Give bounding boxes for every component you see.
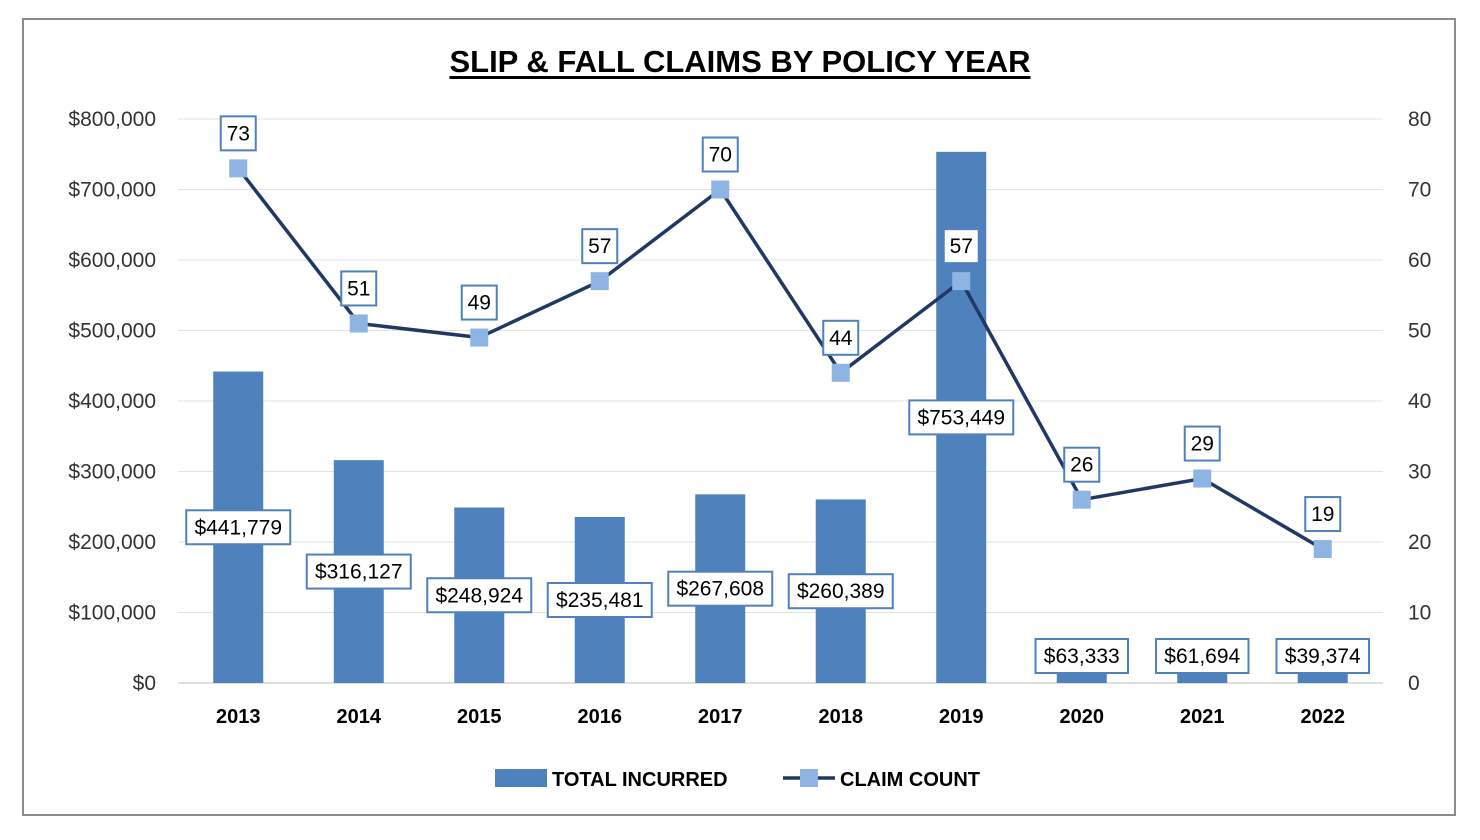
bar-data-label: $248,924: [435, 584, 523, 607]
bar-data-label-box: [426, 577, 533, 614]
y-right-tick-label: 40: [1408, 390, 1431, 413]
x-tick-label: 2021: [1180, 706, 1225, 728]
bar-data-label: $753,449: [917, 406, 1005, 429]
legend-swatch-bars: [495, 769, 547, 787]
y-right-tick-label: 80: [1408, 108, 1431, 131]
line-data-label: 57: [588, 235, 611, 258]
y-right-tick-label: 20: [1408, 531, 1431, 554]
x-tick-label: 2014: [337, 706, 382, 728]
legend-label-line: CLAIM COUNT: [840, 769, 980, 791]
y-right-tick-label: 60: [1408, 249, 1431, 272]
line-marker: [470, 328, 489, 347]
line-marker: [952, 272, 971, 291]
line-data-label: 70: [709, 144, 732, 167]
y-left-tick-label: $600,000: [68, 249, 156, 272]
line-marker: [831, 363, 850, 382]
line-data-label-box: [340, 270, 378, 307]
claim-count-line: [236, 167, 1324, 551]
bar-data-label: $260,389: [797, 580, 885, 603]
bar-data-label: $61,694: [1164, 645, 1240, 668]
bar-data-label-box: [908, 399, 1015, 436]
line-marker: [349, 314, 368, 333]
line-data-label-box: [1304, 496, 1342, 533]
line-marker: [1313, 540, 1332, 559]
y-right-tick-label: 0: [1408, 672, 1420, 695]
y-left-tick-label: $200,000: [68, 531, 156, 554]
x-tick-label: 2015: [457, 706, 502, 728]
bar-data-label-box: [546, 581, 653, 618]
line-data-label: 26: [1070, 454, 1093, 477]
y-left-tick-label: $300,000: [68, 461, 156, 484]
line-data-label-box: [581, 228, 619, 265]
y-left-tick-label: $700,000: [68, 179, 156, 202]
bar-data-label: $267,608: [676, 578, 764, 601]
line-marker: [1193, 469, 1212, 488]
bar-data-label-box: [787, 573, 894, 610]
chart-title: SLIP & FALL CLAIMS BY POLICY YEAR: [0, 44, 1480, 80]
line-data-label: 29: [1191, 433, 1214, 456]
line-marker: [229, 159, 248, 178]
line-marker: [711, 180, 730, 199]
y-right-tick-label: 10: [1408, 602, 1431, 625]
line-data-label-box: [460, 284, 498, 321]
line-data-label: 73: [227, 122, 250, 145]
bar-data-label: $235,481: [556, 589, 644, 612]
bar-data-label-box: [305, 553, 412, 590]
line-data-label-box: [701, 136, 739, 173]
y-left-tick-label: $400,000: [68, 390, 156, 413]
chart-title-text: SLIP & FALL CLAIMS BY POLICY YEAR: [449, 44, 1031, 79]
x-tick-label: 2018: [819, 706, 864, 728]
line-marker: [1072, 490, 1091, 509]
x-tick-label: 2013: [216, 706, 261, 728]
line-data-label-box: [219, 115, 257, 152]
x-tick-label: 2017: [698, 706, 743, 728]
x-tick-label: 2019: [939, 706, 984, 728]
y-left-tick-label: $0: [133, 672, 156, 695]
line-data-label-box: [1183, 425, 1221, 462]
line-data-label-box: [1063, 446, 1101, 483]
bar-data-label: $316,127: [315, 561, 403, 584]
y-right-tick-label: 30: [1408, 461, 1431, 484]
line-data-label: 44: [829, 327, 853, 350]
y-left-tick-label: $500,000: [68, 320, 156, 343]
line-marker: [590, 272, 609, 291]
bar-data-label: $39,374: [1285, 645, 1361, 668]
y-right-tick-label: 50: [1408, 320, 1431, 343]
y-left-tick-label: $100,000: [68, 602, 156, 625]
x-tick-label: 2016: [578, 706, 623, 728]
y-right-tick-label: 70: [1408, 179, 1431, 202]
bar-data-label-box: [185, 509, 292, 546]
bar-data-label-box: [1034, 638, 1129, 674]
line-data-label: 57: [950, 235, 973, 258]
bar-data-label-box: [1155, 638, 1250, 674]
legend-label-bars: TOTAL INCURRED: [552, 769, 728, 791]
line-data-label: 51: [347, 277, 370, 300]
x-tick-label: 2020: [1060, 706, 1105, 728]
bar-data-label-box: [1275, 638, 1370, 674]
line-data-label: 49: [468, 292, 491, 315]
line-data-label: 19: [1311, 503, 1334, 526]
bar-data-label: $63,333: [1044, 645, 1120, 668]
y-left-tick-label: $800,000: [68, 108, 156, 131]
bar-data-label-box: [667, 570, 774, 607]
line-data-label-box: [822, 319, 860, 356]
x-tick-label: 2022: [1301, 706, 1346, 728]
legend-swatch-marker: [800, 769, 818, 787]
line-data-label-box: [942, 228, 980, 265]
bar-data-label: $441,779: [194, 516, 282, 539]
